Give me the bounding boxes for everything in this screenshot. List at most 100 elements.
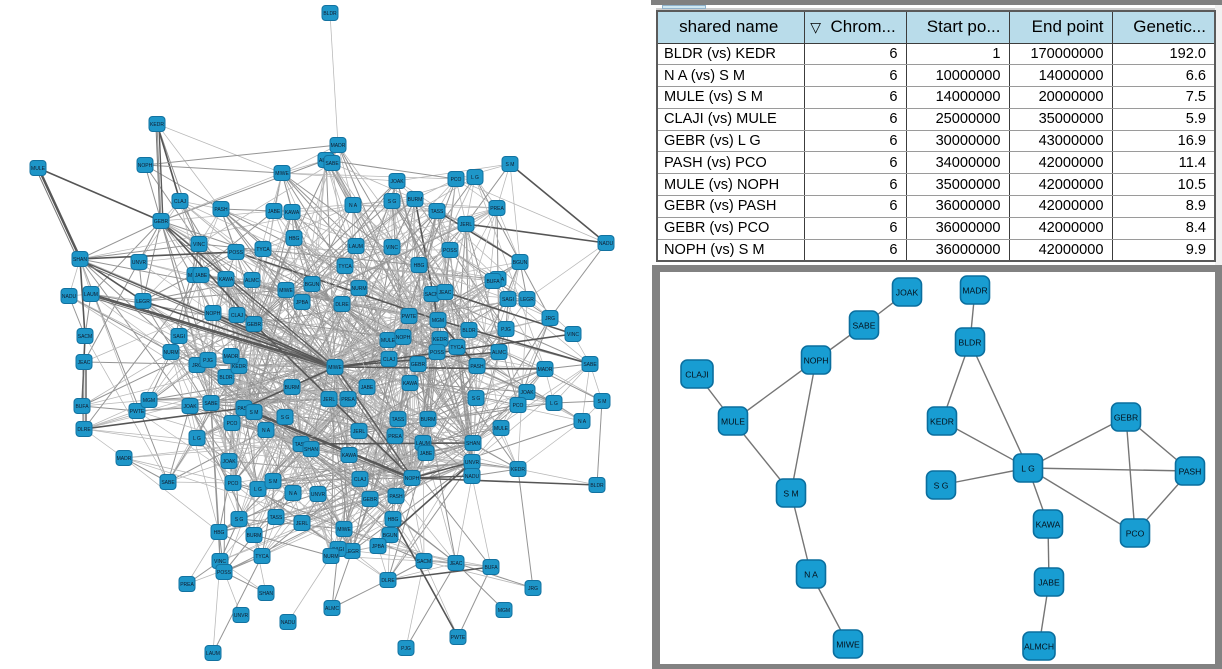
svg-text:PASH: PASH bbox=[1179, 467, 1202, 477]
svg-text:JERL: JERL bbox=[323, 397, 335, 403]
svg-text:DLRE: DLRE bbox=[77, 427, 91, 433]
svg-text:ALMCH: ALMCH bbox=[1024, 642, 1054, 652]
svg-text:PJG: PJG bbox=[501, 327, 511, 333]
svg-text:BURM: BURM bbox=[285, 385, 300, 391]
svg-text:SACM: SACM bbox=[425, 292, 439, 298]
svg-text:CLAJ: CLAJ bbox=[383, 357, 396, 363]
svg-text:NADU: NADU bbox=[465, 474, 480, 480]
svg-text:NADU: NADU bbox=[281, 620, 296, 626]
svg-text:KEDR: KEDR bbox=[433, 337, 447, 343]
svg-text:NURM: NURM bbox=[324, 554, 339, 560]
svg-text:HBG: HBG bbox=[289, 236, 300, 242]
svg-text:MIWE: MIWE bbox=[836, 640, 860, 650]
svg-text:PASH: PASH bbox=[237, 406, 251, 412]
svg-text:KEDR: KEDR bbox=[511, 467, 525, 473]
svg-text:VINC: VINC bbox=[567, 332, 579, 338]
svg-text:BURM: BURM bbox=[421, 417, 436, 423]
svg-text:JRG: JRG bbox=[545, 316, 555, 322]
svg-text:GEBR: GEBR bbox=[363, 497, 378, 503]
svg-text:ALMC: ALMC bbox=[245, 278, 259, 284]
svg-text:SHAN: SHAN bbox=[259, 591, 273, 597]
svg-text:N A: N A bbox=[289, 491, 298, 497]
svg-text:N A: N A bbox=[578, 419, 587, 425]
svg-text:TYCA: TYCA bbox=[338, 264, 352, 270]
svg-text:LEGR: LEGR bbox=[136, 299, 150, 305]
svg-text:JEAC: JEAC bbox=[450, 561, 463, 567]
svg-text:JEAC: JEAC bbox=[78, 360, 91, 366]
svg-text:BGUN: BGUN bbox=[513, 260, 528, 266]
svg-text:GEBR: GEBR bbox=[1114, 413, 1138, 423]
svg-text:BLDR: BLDR bbox=[219, 375, 233, 381]
svg-text:MADR: MADR bbox=[117, 456, 132, 462]
svg-text:VINC: VINC bbox=[386, 245, 398, 251]
svg-text:HBG: HBG bbox=[214, 530, 225, 536]
svg-text:UNVR: UNVR bbox=[311, 492, 326, 498]
svg-text:SAGI: SAGI bbox=[502, 297, 514, 303]
svg-text:JEAC: JEAC bbox=[439, 290, 452, 296]
svg-text:MGM: MGM bbox=[143, 398, 155, 404]
svg-text:BUFA: BUFA bbox=[484, 565, 498, 571]
svg-text:VINC: VINC bbox=[214, 559, 226, 565]
svg-text:KAWA: KAWA bbox=[403, 381, 418, 387]
svg-text:JOAK: JOAK bbox=[520, 390, 534, 396]
svg-text:BLDR: BLDR bbox=[462, 328, 476, 334]
svg-text:MIWE: MIWE bbox=[328, 365, 342, 371]
svg-text:S M: S M bbox=[269, 479, 278, 485]
svg-text:LEGR: LEGR bbox=[345, 549, 359, 555]
svg-text:TASS: TASS bbox=[431, 209, 444, 215]
svg-text:NOPH: NOPH bbox=[804, 356, 829, 366]
svg-text:DLRE: DLRE bbox=[381, 578, 395, 584]
svg-text:NURM: NURM bbox=[164, 350, 179, 356]
svg-text:LAUM: LAUM bbox=[206, 651, 220, 657]
svg-text:PCO: PCO bbox=[1126, 529, 1145, 539]
svg-text:SABE: SABE bbox=[204, 401, 218, 407]
svg-text:JOAK: JOAK bbox=[222, 459, 236, 465]
svg-text:S G: S G bbox=[934, 481, 949, 491]
svg-text:PCO: PCO bbox=[228, 481, 239, 487]
svg-text:MULE: MULE bbox=[381, 338, 396, 344]
svg-text:VINC: VINC bbox=[193, 242, 205, 248]
svg-text:KEDR: KEDR bbox=[232, 364, 246, 370]
svg-text:POSS: POSS bbox=[430, 350, 445, 356]
svg-text:PASH: PASH bbox=[470, 364, 484, 370]
svg-text:MIWE: MIWE bbox=[337, 527, 351, 533]
svg-text:JRG: JRG bbox=[528, 586, 538, 592]
svg-text:BLDR: BLDR bbox=[959, 338, 982, 348]
svg-text:PREA: PREA bbox=[180, 582, 194, 588]
svg-text:SABE: SABE bbox=[853, 321, 876, 331]
svg-text:MGM: MGM bbox=[432, 318, 444, 324]
svg-text:S G: S G bbox=[388, 199, 397, 205]
svg-text:LAUM: LAUM bbox=[84, 292, 98, 298]
svg-text:POSS: POSS bbox=[229, 250, 244, 256]
svg-text:MULE: MULE bbox=[31, 166, 46, 172]
svg-text:NOPH: NOPH bbox=[396, 335, 411, 341]
svg-text:SAGI: SAGI bbox=[173, 334, 185, 340]
svg-text:PWTE: PWTE bbox=[402, 314, 417, 320]
svg-text:PJG: PJG bbox=[401, 646, 411, 652]
svg-text:PCO: PCO bbox=[513, 403, 524, 409]
svg-text:BURM: BURM bbox=[247, 533, 262, 539]
svg-text:NOPH: NOPH bbox=[206, 311, 221, 317]
svg-text:JOAK: JOAK bbox=[183, 404, 197, 410]
svg-text:HBG: HBG bbox=[414, 263, 425, 269]
svg-text:S G: S G bbox=[472, 396, 481, 402]
svg-text:TYCA: TYCA bbox=[256, 247, 270, 253]
svg-text:BLDR: BLDR bbox=[323, 11, 337, 17]
svg-text:N A: N A bbox=[349, 203, 358, 209]
svg-text:TASS: TASS bbox=[392, 417, 405, 423]
svg-text:JERL: JERL bbox=[296, 521, 308, 527]
svg-text:SABE: SABE bbox=[161, 480, 175, 486]
svg-text:GEBR: GEBR bbox=[411, 362, 426, 368]
svg-text:JOAK: JOAK bbox=[390, 179, 404, 185]
svg-text:SHAN: SHAN bbox=[466, 441, 480, 447]
svg-text:KAWA: KAWA bbox=[285, 210, 300, 216]
svg-text:CLAJ: CLAJ bbox=[231, 313, 244, 319]
svg-text:N A: N A bbox=[262, 428, 271, 434]
svg-text:JERL: JERL bbox=[460, 222, 472, 228]
svg-text:NURM: NURM bbox=[352, 286, 367, 292]
svg-text:LEGR: LEGR bbox=[520, 297, 534, 303]
svg-text:CLAJI: CLAJI bbox=[685, 370, 708, 380]
svg-text:ALMC: ALMC bbox=[325, 606, 339, 612]
svg-text:S G: S G bbox=[235, 517, 244, 523]
svg-text:SABE: SABE bbox=[583, 362, 597, 368]
